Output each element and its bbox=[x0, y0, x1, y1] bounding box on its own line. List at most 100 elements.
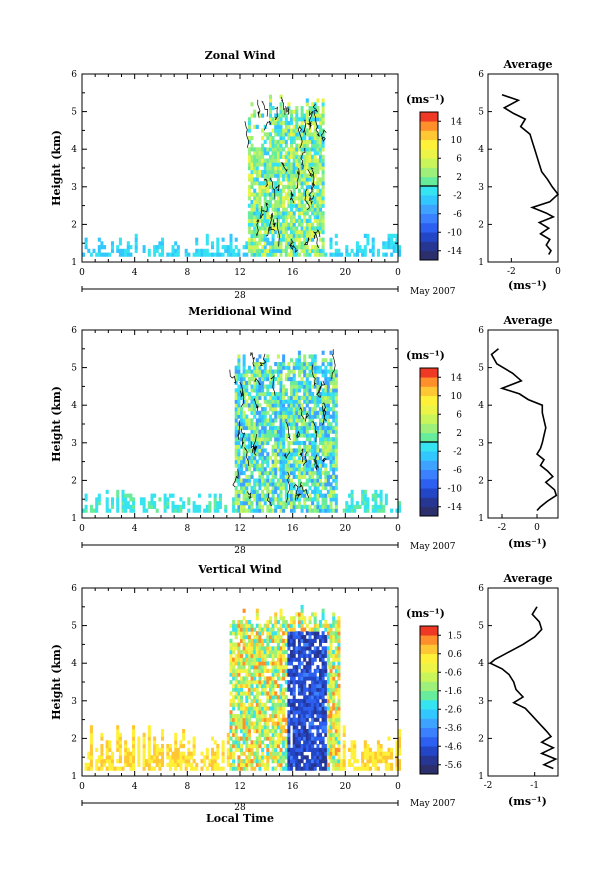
heatmap-cell bbox=[345, 248, 349, 253]
heatmap-cell bbox=[237, 672, 241, 677]
heatmap-cell bbox=[147, 729, 151, 734]
heatmap-cell bbox=[174, 747, 178, 752]
heatmap-cell bbox=[284, 661, 288, 666]
heatmap-cell bbox=[245, 474, 249, 479]
heatmap-cell bbox=[321, 132, 325, 137]
heatmap-cell bbox=[253, 414, 257, 419]
heatmap-cell bbox=[279, 508, 283, 513]
heatmap-cell bbox=[292, 714, 296, 719]
heatmap-cell bbox=[255, 721, 259, 726]
heatmap-cell bbox=[179, 762, 183, 767]
contour-line bbox=[289, 190, 295, 204]
heatmap-cell bbox=[282, 222, 286, 227]
heatmap-cell bbox=[398, 248, 402, 253]
heatmap-cell bbox=[324, 493, 328, 498]
heatmap-cell bbox=[326, 410, 330, 415]
y-tick-label: 5 bbox=[71, 622, 77, 632]
heatmap-cell bbox=[245, 668, 249, 673]
heatmap-cell bbox=[319, 177, 323, 182]
heatmap-cell bbox=[308, 147, 312, 152]
heatmap-cell bbox=[326, 504, 330, 509]
zonal-wind-colorbar-title: (ms⁻¹) bbox=[406, 93, 445, 106]
heatmap-cell bbox=[290, 252, 294, 257]
heatmap-cell bbox=[269, 407, 273, 412]
heatmap-cell bbox=[266, 354, 270, 359]
heatmap-cell bbox=[274, 732, 278, 737]
heatmap-cell bbox=[376, 744, 380, 749]
heatmap-cell bbox=[355, 241, 359, 246]
heatmap-cell bbox=[284, 407, 288, 412]
colorbar-tick-label: -3.6 bbox=[445, 724, 463, 734]
heatmap-cell bbox=[297, 489, 301, 494]
heatmap-cell bbox=[274, 471, 278, 476]
heatmap-cell bbox=[390, 747, 394, 752]
heatmap-cell bbox=[371, 493, 375, 498]
heatmap-cell bbox=[300, 714, 304, 719]
heatmap-cell bbox=[334, 392, 338, 397]
heatmap-cell bbox=[284, 128, 288, 133]
heatmap-cell bbox=[324, 369, 328, 374]
heatmap-cell bbox=[250, 661, 254, 666]
heatmap-cell bbox=[313, 248, 317, 253]
heatmap-cell bbox=[237, 489, 241, 494]
heatmap-cell bbox=[316, 147, 320, 152]
heatmap-cell bbox=[316, 710, 320, 715]
heatmap-cell bbox=[311, 680, 315, 685]
heatmap-cell bbox=[292, 414, 296, 419]
heatmap-cell bbox=[329, 736, 333, 741]
heatmap-cell bbox=[337, 672, 341, 677]
heatmap-cell bbox=[290, 766, 294, 771]
heatmap-cell bbox=[253, 166, 257, 171]
heatmap-cell bbox=[313, 365, 317, 370]
heatmap-cell bbox=[300, 489, 304, 494]
heatmap-cell bbox=[308, 399, 312, 404]
heatmap-cell bbox=[250, 463, 254, 468]
heatmap-cell bbox=[276, 459, 280, 464]
heatmap-cell bbox=[269, 755, 273, 760]
heatmap-cell bbox=[290, 463, 294, 468]
heatmap-cell bbox=[295, 448, 299, 453]
heatmap-cell bbox=[229, 653, 233, 658]
heatmap-cell bbox=[324, 627, 328, 632]
heatmap-cell bbox=[261, 226, 265, 231]
heatmap-cell bbox=[116, 729, 120, 734]
heatmap-cell bbox=[108, 747, 112, 752]
contour-line bbox=[306, 121, 312, 128]
heatmap-cell bbox=[255, 729, 259, 734]
heatmap-cell bbox=[89, 766, 93, 771]
heatmap-cell bbox=[297, 650, 301, 655]
heatmap-cell bbox=[255, 226, 259, 231]
heatmap-cell bbox=[345, 252, 349, 257]
heatmap-cell bbox=[271, 766, 275, 771]
heatmap-cell bbox=[237, 740, 241, 745]
heatmap-cell bbox=[266, 248, 270, 253]
heatmap-cell bbox=[308, 683, 312, 689]
heatmap-cell bbox=[211, 759, 215, 764]
heatmap-cell bbox=[258, 736, 262, 741]
heatmap-cell bbox=[187, 501, 191, 506]
heatmap-cell bbox=[287, 721, 291, 726]
heatmap-cell bbox=[329, 493, 333, 498]
heatmap-cell bbox=[329, 687, 333, 692]
heatmap-cell bbox=[295, 429, 299, 434]
heatmap-cell bbox=[258, 207, 262, 212]
heatmap-cell bbox=[279, 403, 283, 408]
heatmap-cell bbox=[245, 403, 249, 408]
heatmap-cell bbox=[253, 493, 257, 498]
heatmap-cell bbox=[269, 661, 273, 666]
heatmap-cell bbox=[329, 661, 333, 666]
colorbar-tick-label: -5.6 bbox=[445, 761, 463, 771]
heatmap-cell bbox=[297, 486, 301, 491]
heatmap-cell bbox=[287, 766, 291, 771]
heatmap-cell bbox=[303, 463, 307, 468]
heatmap-cell bbox=[266, 218, 270, 223]
heatmap-cell bbox=[134, 248, 138, 253]
heatmap-cell bbox=[287, 147, 291, 152]
heatmap-cell bbox=[329, 407, 333, 412]
heatmap-cell bbox=[321, 158, 325, 163]
heatmap-cell bbox=[147, 751, 151, 756]
heatmap-cell bbox=[271, 661, 275, 666]
heatmap-cell bbox=[266, 226, 270, 231]
heatmap-cell bbox=[305, 392, 309, 397]
heatmap-cell bbox=[332, 732, 336, 737]
